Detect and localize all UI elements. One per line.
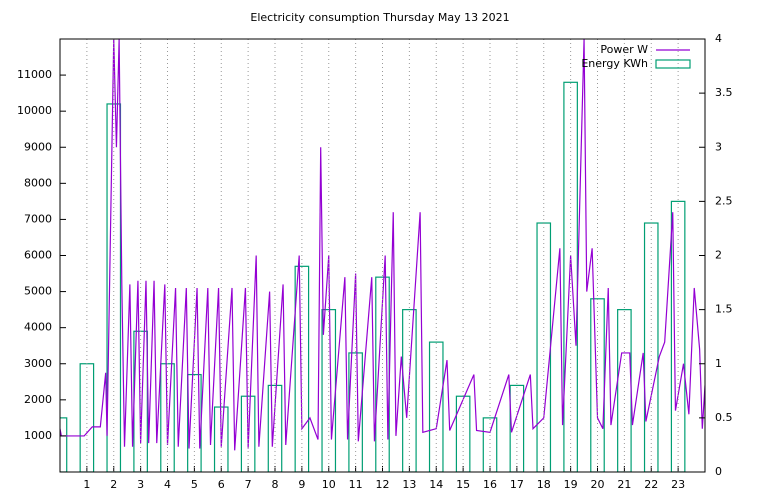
y-tick-label: 5000 [24, 285, 52, 298]
y2-tick-label: 3.5 [715, 86, 733, 99]
y2-tick-label: 2.5 [715, 194, 733, 207]
x-tick-label: 23 [671, 478, 685, 491]
x-tick-label: 2 [110, 478, 117, 491]
x-tick-label: 13 [402, 478, 416, 491]
x-tick-label: 7 [245, 478, 252, 491]
x-tick-label: 5 [191, 478, 198, 491]
energy-box [60, 417, 68, 472]
y-tick-label: 7000 [24, 212, 52, 225]
x-tick-label: 22 [644, 478, 658, 491]
x-tick-label: 11 [349, 478, 363, 491]
plot-frame [59, 38, 706, 473]
energy-box [670, 200, 686, 472]
x-tick-label: 16 [483, 478, 497, 491]
legend-swatch [655, 59, 691, 69]
y-tick-label: 4000 [24, 321, 52, 334]
x-tick-label: 20 [591, 478, 605, 491]
y2-tick-label: 0.5 [715, 411, 733, 424]
energy-box [482, 417, 498, 472]
y2-tick-label: 1 [715, 357, 722, 370]
x-tick-label: 9 [298, 478, 305, 491]
x-tick-label: 21 [617, 478, 631, 491]
y2-tick-label: 2 [715, 249, 722, 262]
y-tick-label: 6000 [24, 249, 52, 262]
y2-tick-label: 1.5 [715, 303, 733, 316]
plot [60, 39, 705, 472]
x-tick-label: 3 [137, 478, 144, 491]
y-tick-label: 10000 [17, 104, 52, 117]
y2-tick-label: 0 [715, 465, 722, 478]
x-tick-label: 10 [322, 478, 336, 491]
y2-tick-label: 4 [715, 32, 722, 45]
x-tick-label: 4 [164, 478, 171, 491]
x-tick-label: 15 [456, 478, 470, 491]
energy-box [455, 395, 471, 472]
energy-box [590, 298, 605, 472]
x-tick-label: 14 [429, 478, 443, 491]
y-tick-label: 1000 [24, 429, 52, 442]
power-line [60, 39, 705, 451]
y-tick-label: 8000 [24, 176, 52, 189]
y-tick-label: 11000 [17, 68, 52, 81]
x-tick-label: 1 [83, 478, 90, 491]
energy-box [428, 341, 444, 472]
legend-label: Energy KWh [581, 57, 648, 70]
energy-box [563, 81, 578, 472]
energy-box [240, 395, 256, 472]
x-tick-label: 6 [218, 478, 225, 491]
x-tick-label: 19 [564, 478, 578, 491]
y-tick-label: 3000 [24, 357, 52, 370]
legend-label: Power W [600, 43, 648, 56]
chart-title: Electricity consumption Thursday May 13 … [250, 11, 509, 24]
y-tick-label: 2000 [24, 393, 52, 406]
y2-tick-label: 3 [715, 140, 722, 153]
x-tick-label: 12 [376, 478, 390, 491]
x-tick-label: 18 [537, 478, 551, 491]
x-tick-label: 8 [272, 478, 279, 491]
x-tick-label: 17 [510, 478, 524, 491]
energy-box [294, 265, 310, 472]
y-tick-label: 9000 [24, 140, 52, 153]
energy-box [402, 309, 417, 472]
